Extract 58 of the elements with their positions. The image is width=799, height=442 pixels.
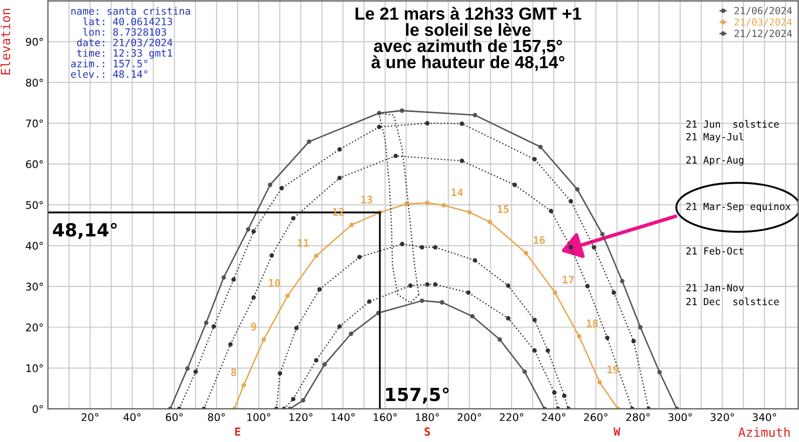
annotation: 10 xyxy=(269,279,280,287)
y-tick-label: 70° xyxy=(26,120,43,128)
annotation: 21 May-Jul xyxy=(686,132,744,142)
y-tick-label: 30° xyxy=(26,282,43,291)
annotation: 19 xyxy=(608,366,618,374)
y-tick-label: 20° xyxy=(26,323,43,332)
annotation: 21 Jan-Nov xyxy=(686,284,744,292)
x-tick-label: 60° xyxy=(166,413,183,422)
x-tick-label: 20° xyxy=(82,413,98,422)
legend-label: 21/03/2024 xyxy=(734,18,792,26)
x-tick-label: 240° xyxy=(542,413,566,422)
y-tick-label: 60° xyxy=(26,160,43,168)
annotation: Le 21 mars à 12h33 GMT +1 le soleil se lève avec azimuth de 157,5° à une hauteur de 48,14° xyxy=(356,6,582,71)
text: W xyxy=(614,428,620,436)
annotation: 17 xyxy=(562,276,574,284)
x-tick-label: 160° xyxy=(374,413,397,422)
annotation: 14 xyxy=(452,188,463,196)
x-tick-label: 80° xyxy=(208,413,225,422)
annotation: name: santa cristina lat: 40.0614213 lon: 8.7328103 date: 21/03/2024 time: 12:33 gmt1 azim.: 157.5° elev.: 48.14° xyxy=(71,7,190,78)
annotation: 21 Jun solstice xyxy=(686,120,779,128)
annotation: 16 xyxy=(534,236,545,244)
x-tick-label: 280° xyxy=(626,413,650,422)
x-tick-label: 340° xyxy=(752,413,776,422)
x-tick-label: 100° xyxy=(247,413,270,422)
ref-line-label: 157,5° xyxy=(386,387,449,404)
annotation: 21 Feb-Oct xyxy=(686,247,744,255)
annotation: 9 xyxy=(251,322,256,331)
x-tick-label: 140° xyxy=(332,413,355,422)
legend-label: 21/06/2024 xyxy=(734,6,792,16)
x-tick-label: 220° xyxy=(500,413,524,422)
annotation: 15 xyxy=(498,205,509,214)
x-tick-label: 300° xyxy=(668,413,692,422)
y-axis-title: Elevation xyxy=(0,8,10,74)
annotation: 21 Dec solstice xyxy=(686,298,779,306)
x-tick-label: 200° xyxy=(458,413,481,422)
y-tick-label: 80° xyxy=(26,78,43,87)
y-tick-label: 90° xyxy=(26,38,43,46)
y-tick-label: 10° xyxy=(26,364,43,372)
x-tick-label: 120° xyxy=(289,413,312,422)
annotation: 12 xyxy=(333,208,344,216)
text: S xyxy=(424,427,430,436)
y-tick-label: 50° xyxy=(26,201,43,209)
legend-label: 21/12/2024 xyxy=(734,30,792,38)
annotation: 8 xyxy=(231,368,236,376)
ref-line-label: 48,14° xyxy=(52,222,117,239)
x-axis-title: Azimuth xyxy=(738,427,790,437)
y-tick-label: 40° xyxy=(26,242,43,250)
annotation: 18 xyxy=(586,319,598,328)
text: E xyxy=(235,428,240,436)
x-tick-label: 260° xyxy=(584,413,608,422)
x-tick-label: 180° xyxy=(416,413,439,422)
x-tick-label: 40° xyxy=(124,413,140,422)
y-tick-label: 0° xyxy=(32,405,43,413)
annotation: 11 xyxy=(298,239,309,247)
annotation: 21 Apr-Aug xyxy=(686,156,744,166)
annotation: 13 xyxy=(361,196,372,204)
annotation: 21 Mar-Sep equinox xyxy=(686,202,791,212)
x-tick-label: 320° xyxy=(710,413,734,422)
